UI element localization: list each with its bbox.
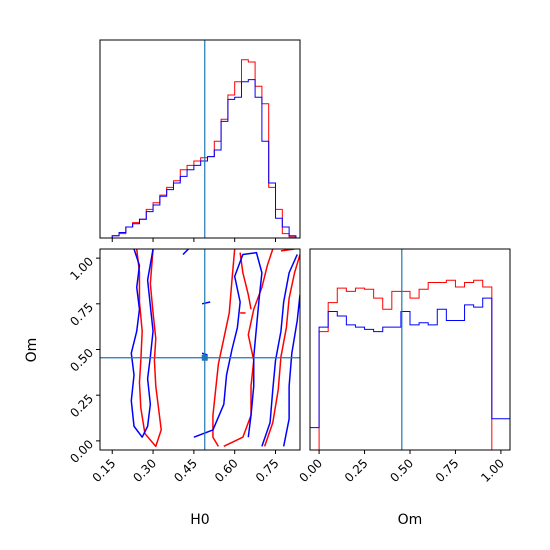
x-axis-label-om: Om [398, 512, 423, 528]
om-hist-blue-series [310, 297, 510, 450]
contour-blue-1 [193, 251, 263, 438]
om-hist-red-series [310, 279, 510, 450]
joint-truth-marker [201, 354, 208, 361]
contour-red-4 [239, 252, 252, 310]
x-axis-label-h0: H0 [190, 512, 209, 528]
contour-red-3 [263, 254, 300, 447]
contour-blue-4 [201, 301, 211, 305]
contour-blue-2 [261, 254, 298, 447]
contour-red-0 [135, 249, 162, 448]
contour-blue-3 [282, 294, 300, 447]
h0-hist-frame [99, 39, 301, 239]
h0-histogram-panel [99, 39, 301, 242]
contour-blue-6 [182, 249, 189, 256]
y-axis-label-om: Om [24, 338, 40, 363]
h0-hist-blue-series [111, 79, 300, 238]
contour-blue-0 [130, 249, 154, 438]
contour-red-1 [223, 249, 274, 448]
